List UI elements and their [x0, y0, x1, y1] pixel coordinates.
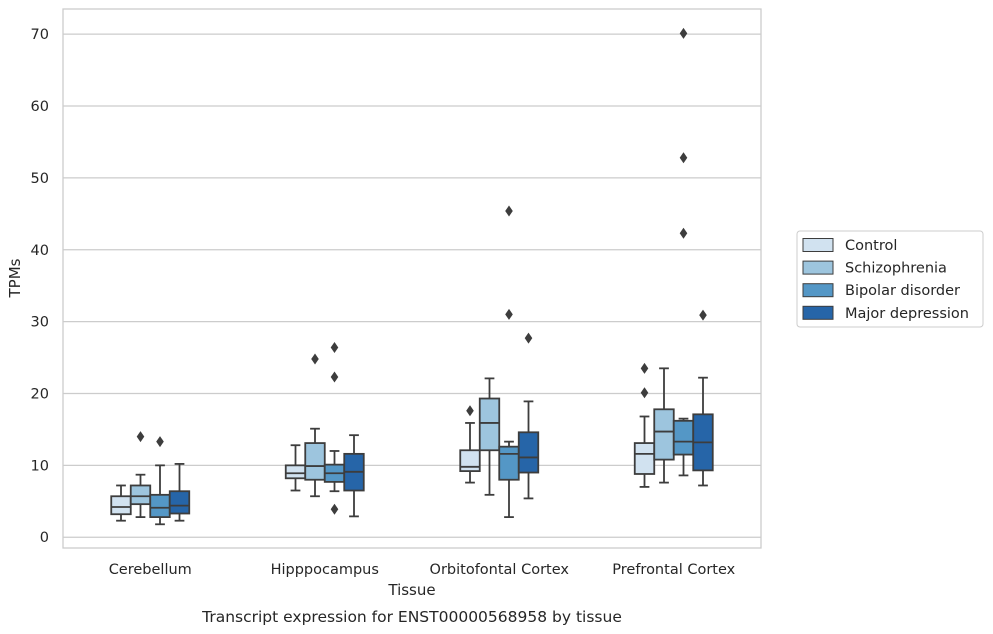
box-iqr: [168, 490, 191, 515]
box-schizophrenia: [478, 377, 501, 496]
outlier-point: [679, 152, 688, 164]
box-control: [284, 444, 307, 492]
box-bipolar-disorder: [498, 205, 520, 518]
box-schizophrenia: [129, 431, 152, 518]
box-iqr: [459, 449, 481, 473]
box-iqr: [653, 408, 675, 461]
box-iqr: [149, 493, 171, 518]
box-iqr: [517, 431, 540, 474]
box-control: [633, 362, 656, 488]
legend-label: Bipolar disorder: [845, 283, 960, 299]
legend-swatch: [802, 238, 834, 252]
box-iqr: [284, 464, 307, 480]
legend: Control Schizophrenia Bipolar disorder Majo…: [796, 230, 984, 328]
outlier-point: [136, 431, 145, 443]
x-tick-labels: Cerebellum Hipppocampus Orbitofontal Corte…: [109, 562, 736, 578]
y-tick-labels: 0 10 20 30 40 50 60 70: [31, 27, 49, 546]
outlier-point: [330, 371, 339, 383]
outlier-point: [640, 387, 649, 399]
outlier-point: [640, 362, 649, 374]
legend-label: Schizophrenia: [845, 261, 947, 277]
y-tick-label: 70: [31, 27, 49, 43]
x-tick-label: Hipppocampus: [271, 562, 379, 578]
outlier-point: [679, 227, 688, 239]
x-axis-label: Tissue: [387, 581, 435, 599]
box-iqr: [498, 445, 520, 481]
box-iqr: [672, 419, 695, 456]
box-iqr: [478, 397, 501, 452]
box-iqr: [129, 484, 152, 506]
box-iqr: [304, 442, 326, 481]
x-tick-label: Orbitofontal Cortex: [430, 562, 570, 578]
legend-swatch: [802, 305, 834, 320]
box-schizophrenia: [304, 353, 326, 498]
box-major-depression: [692, 309, 714, 487]
x-tick-label: Prefrontal Cortex: [612, 562, 735, 578]
box-major-depression: [168, 463, 191, 522]
legend-swatch: [802, 260, 834, 275]
outlier-point: [156, 436, 164, 448]
outlier-point: [466, 405, 474, 417]
legend-swatch: [802, 283, 834, 298]
outlier-point: [699, 309, 707, 321]
outlier-point: [679, 27, 688, 39]
y-tick-label: 30: [31, 315, 49, 331]
box-control: [110, 484, 132, 522]
outlier-point: [505, 205, 513, 217]
y-tick-label: 0: [40, 530, 49, 546]
y-gridlines: [63, 33, 761, 538]
box-bipolar-disorder: [149, 436, 171, 526]
outlier-point: [505, 308, 513, 320]
box-iqr: [110, 495, 132, 516]
y-tick-label: 10: [31, 458, 49, 474]
legend-label: Major depression: [845, 306, 969, 322]
box-major-depression: [343, 434, 365, 518]
box-bipolar-disorder: [323, 341, 346, 515]
y-axis-label: TPMs: [6, 258, 24, 298]
y-tick-label: 60: [31, 99, 49, 115]
plot-area-frame: [62, 8, 762, 549]
box-schizophrenia: [653, 367, 675, 484]
y-tick-label: 50: [31, 171, 49, 187]
box-bipolar-disorder: [672, 27, 695, 477]
outlier-point: [330, 503, 339, 515]
outlier-point: [330, 341, 339, 353]
box-series: [110, 27, 714, 526]
y-tick-label: 40: [31, 243, 49, 259]
y-tick-label: 20: [31, 386, 49, 402]
box-control: [459, 405, 481, 484]
box-major-depression: [517, 332, 540, 500]
chart-caption: Transcript expression for ENST0000056895…: [201, 608, 622, 626]
legend-label: Control: [845, 238, 897, 254]
box-iqr: [633, 442, 656, 475]
outlier-point: [524, 332, 533, 344]
legend-frame: [796, 230, 984, 328]
outlier-point: [311, 353, 319, 365]
x-tick-label: Cerebellum: [109, 562, 192, 578]
